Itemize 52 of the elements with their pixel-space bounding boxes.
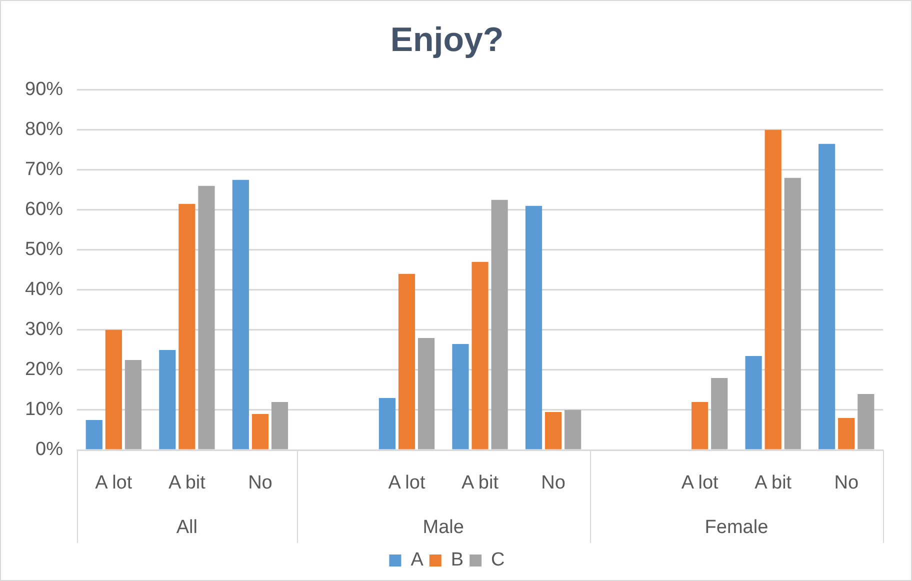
bar xyxy=(198,186,215,450)
y-tick-label: 80% xyxy=(24,119,64,140)
bar xyxy=(764,130,782,450)
bar xyxy=(818,144,836,450)
bar xyxy=(784,178,801,450)
bar xyxy=(398,274,416,450)
x-tick-label: A bit xyxy=(754,472,792,494)
legend-label: B xyxy=(450,550,464,571)
x-tick-label: A lot xyxy=(681,472,720,494)
bar xyxy=(692,402,708,450)
x-tick-label: No xyxy=(541,472,566,494)
y-tick-label: 10% xyxy=(24,399,64,420)
bar xyxy=(711,378,728,450)
x-tick-label: No xyxy=(248,472,272,494)
x-tick-label: A bit xyxy=(168,472,206,494)
y-tick-label: 40% xyxy=(24,279,64,300)
y-tick-label: 0% xyxy=(36,439,64,460)
legend-label: A xyxy=(410,550,424,571)
y-tick-label: 20% xyxy=(24,359,64,380)
legend-label: C xyxy=(491,550,505,571)
bar xyxy=(544,412,562,450)
x-tick-label: A lot xyxy=(95,472,133,494)
chart-title: Enjoy? xyxy=(390,20,504,59)
bar xyxy=(124,360,142,450)
bar xyxy=(525,206,542,450)
bar xyxy=(452,344,469,450)
bar xyxy=(252,414,269,450)
bar xyxy=(491,200,508,450)
bar xyxy=(105,330,122,450)
x-tick-label: A bit xyxy=(462,472,500,494)
bar xyxy=(271,402,288,450)
x-tick-label: No xyxy=(834,472,859,494)
bar xyxy=(378,398,396,450)
bar xyxy=(159,350,176,450)
text: All xyxy=(176,517,198,538)
y-tick-label: 70% xyxy=(24,159,64,180)
y-tick-label: 30% xyxy=(24,319,64,340)
y-tick-label: 90% xyxy=(24,79,64,100)
bar xyxy=(232,180,249,450)
bar xyxy=(745,356,762,450)
bar xyxy=(472,262,488,450)
bar xyxy=(86,420,102,450)
bar xyxy=(418,338,435,450)
text: Male xyxy=(422,517,464,538)
bar xyxy=(838,418,855,450)
x-tick-label: A lot xyxy=(388,472,426,494)
bar xyxy=(564,410,582,450)
y-tick-label: 50% xyxy=(24,239,64,260)
y-tick-label: 60% xyxy=(24,199,64,220)
text: Female xyxy=(704,517,768,538)
bar xyxy=(858,394,874,450)
bar xyxy=(178,204,196,450)
